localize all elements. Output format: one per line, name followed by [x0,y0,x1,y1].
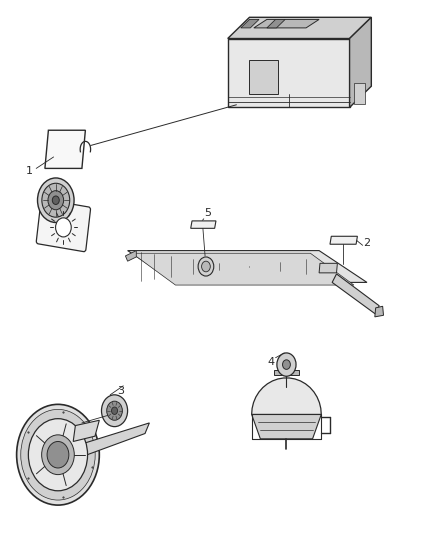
Polygon shape [45,130,85,168]
Polygon shape [375,306,384,317]
FancyBboxPatch shape [36,199,91,252]
Polygon shape [73,420,99,441]
Polygon shape [252,415,321,439]
Polygon shape [191,221,216,228]
Circle shape [56,218,71,237]
Polygon shape [228,17,371,38]
Polygon shape [241,19,259,28]
Bar [250,60,278,94]
Polygon shape [228,38,350,108]
Text: 2: 2 [364,238,371,248]
Polygon shape [350,17,371,108]
Circle shape [283,360,290,369]
Circle shape [107,401,122,420]
Polygon shape [73,423,149,460]
Circle shape [21,409,95,500]
Circle shape [42,183,70,217]
Circle shape [198,257,214,276]
Polygon shape [332,274,379,314]
Circle shape [17,405,99,505]
Polygon shape [319,263,337,273]
Circle shape [102,395,127,426]
Circle shape [201,261,210,272]
Circle shape [277,353,296,376]
Text: 3: 3 [117,386,124,396]
Bar [354,83,365,104]
Circle shape [28,419,88,491]
Text: 5: 5 [205,208,212,219]
Polygon shape [267,19,285,28]
Circle shape [52,196,59,205]
Polygon shape [330,236,357,244]
Circle shape [42,435,74,474]
Circle shape [47,441,69,468]
Polygon shape [252,378,321,415]
Polygon shape [254,19,319,28]
Circle shape [48,191,64,210]
Polygon shape [274,370,299,375]
Circle shape [38,178,74,222]
Polygon shape [125,251,136,261]
Polygon shape [127,251,367,282]
Text: 4: 4 [268,357,275,367]
Text: 1: 1 [26,166,33,176]
Circle shape [112,407,117,415]
Polygon shape [132,253,354,285]
